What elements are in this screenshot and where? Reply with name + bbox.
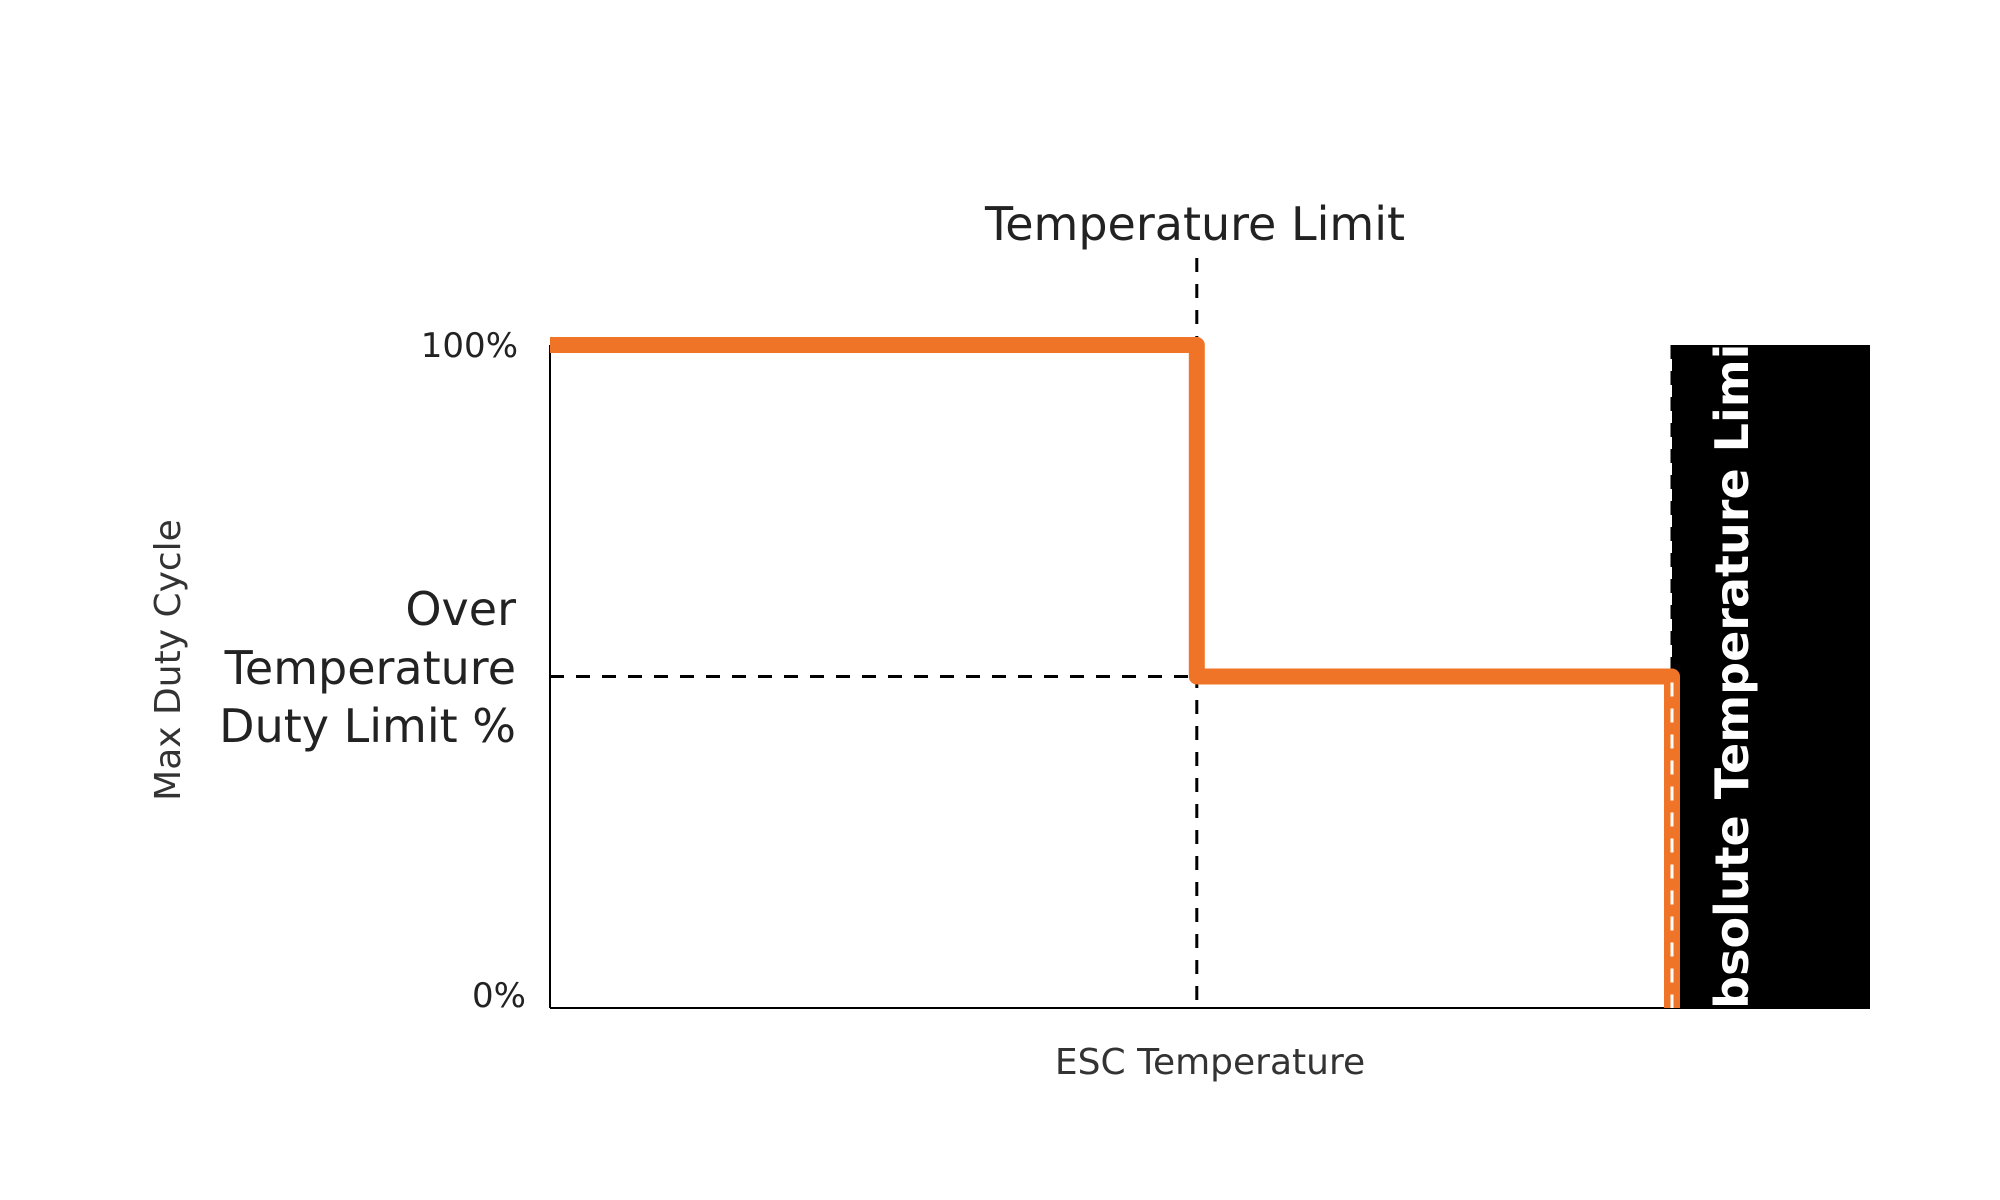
y-tick-label-0: 0%: [472, 976, 526, 1016]
temperature-limit-label: Temperature Limit: [984, 197, 1405, 251]
absolute-limit-zone: [1672, 345, 1870, 1008]
over-temp-duty-label-line-1: Over: [405, 582, 516, 636]
y-tick-label-100: 100%: [421, 326, 518, 366]
over-temp-duty-label-line-3: Duty Limit %: [219, 699, 516, 753]
over-temp-duty-label-line-2: Temperature: [224, 641, 516, 695]
y-axis-label: Max Duty Cycle: [148, 519, 189, 801]
absolute-limit-label: Absolute Temperature Limit: [1705, 322, 1759, 1045]
x-axis-label: ESC Temperature: [1055, 1042, 1365, 1083]
